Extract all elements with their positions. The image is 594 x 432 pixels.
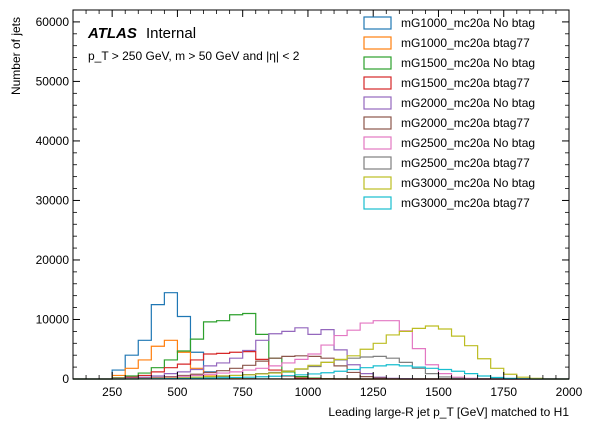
atlas-label: ATLAS — [87, 25, 137, 42]
x-tick-label: 250 — [102, 385, 122, 399]
legend-swatch-5 — [363, 116, 392, 130]
x-tick-label: 1750 — [490, 385, 517, 399]
legend-label-7: mG2500_mc20a btag77 — [401, 156, 530, 170]
x-tick-label: 1250 — [360, 385, 387, 399]
y-tick-label: 20000 — [36, 253, 70, 267]
x-tick-label: 1500 — [425, 385, 452, 399]
y-tick-label: 60000 — [36, 15, 70, 29]
legend-swatch-6 — [363, 136, 392, 150]
legend-swatch-3 — [363, 76, 392, 90]
legend-label-6: mG2500_mc20a No btag — [401, 136, 535, 150]
cuts-label: p_T > 250 GeV, m > 50 GeV and |η| < 2 — [88, 49, 300, 63]
legend-swatch-1 — [363, 36, 392, 50]
x-tick-label: 1000 — [295, 385, 322, 399]
legend-swatch-4 — [363, 96, 392, 110]
legend-label-4: mG2000_mc20a No btag — [401, 96, 535, 110]
x-axis-label: Leading large-R jet p_T [GeV] matched to… — [328, 405, 569, 419]
y-tick-label: 40000 — [36, 134, 70, 148]
legend-swatch-7 — [363, 156, 392, 170]
legend-swatch-2 — [363, 56, 392, 70]
legend-label-9: mG3000_mc20a btag77 — [401, 196, 530, 210]
legend-swatch-0 — [363, 16, 392, 30]
y-tick-label: 30000 — [36, 193, 70, 207]
y-tick-label: 10000 — [36, 312, 70, 326]
legend-label-5: mG2000_mc20a btag77 — [401, 116, 530, 130]
legend-label-3: mG1500_mc20a btag77 — [401, 76, 530, 90]
legend-swatch-8 — [363, 176, 392, 190]
legend-label-2: mG1500_mc20a No btag — [401, 56, 535, 70]
y-tick-label: 50000 — [36, 74, 70, 88]
axes-layer: 250 500 750 1000 1250 1500 1750 200001000020000… — [36, 9, 583, 399]
y-tick-label: 0 — [62, 372, 69, 386]
legend: mG1000_mc20a No btag mG1000_mc20a btag77 m… — [363, 16, 535, 210]
legend-label-0: mG1000_mc20a No btag — [401, 16, 535, 30]
x-tick-label: 500 — [167, 385, 187, 399]
x-tick-label: 2000 — [556, 385, 583, 399]
legend-label-1: mG1000_mc20a btag77 — [401, 36, 530, 50]
x-tick-label: 750 — [233, 385, 253, 399]
labels-layer: Leading large-R jet p_T [GeV] matched to… — [9, 17, 569, 419]
internal-label: Internal — [146, 25, 196, 42]
legend-swatch-9 — [363, 196, 392, 210]
legend-label-8: mG3000_mc20a No btag — [401, 176, 535, 190]
y-axis-label: Number of jets — [9, 17, 23, 95]
